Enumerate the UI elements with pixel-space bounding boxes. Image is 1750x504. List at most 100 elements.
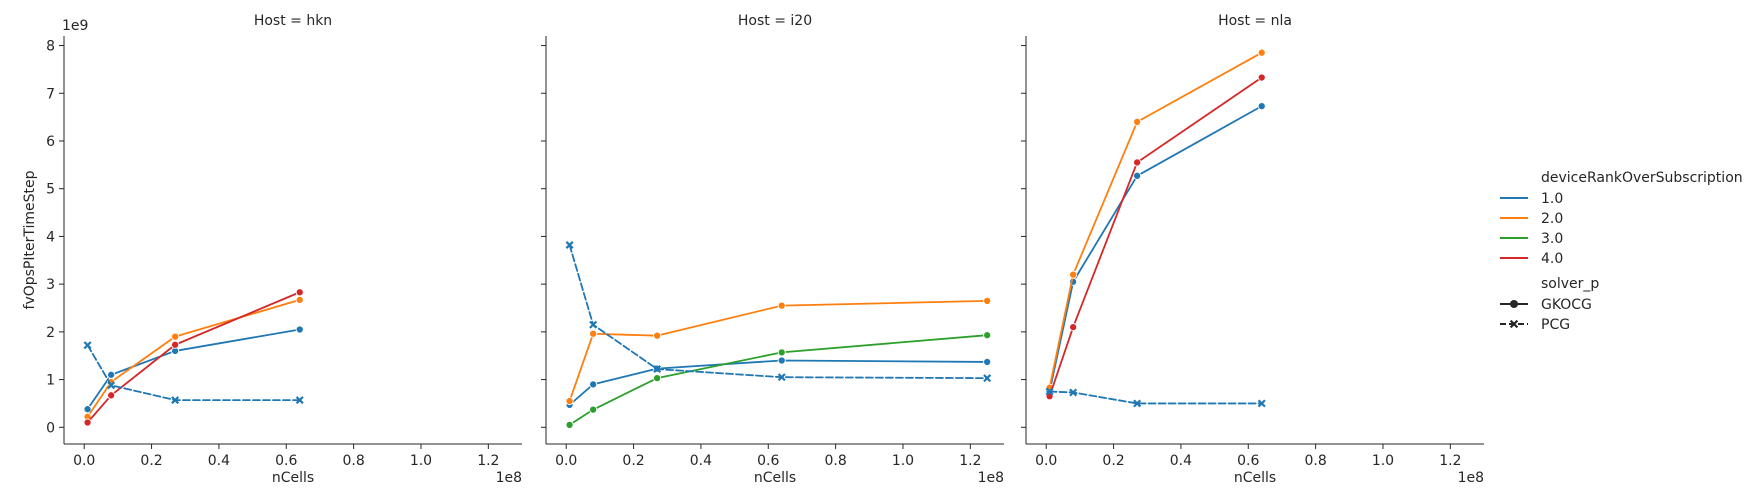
x-axis-label: nCells (1234, 470, 1276, 486)
data-point-marker (653, 331, 662, 340)
data-point-marker (1257, 73, 1266, 82)
series-line-1.0-GKOCG (86, 328, 301, 411)
x-tick-label: 1.2 (1439, 453, 1461, 469)
y-tick-label: 2 (46, 325, 55, 341)
series-line-1.0-GKOCG (568, 359, 989, 406)
x-tick-label: 0.0 (73, 453, 95, 469)
x-offset-label: 1e8 (978, 470, 1004, 486)
data-point-marker (589, 405, 598, 414)
x-tick-label: 1.2 (477, 453, 499, 469)
x-tick-label: 1.2 (959, 453, 981, 469)
data-point-marker (1257, 48, 1266, 57)
y-tick-label: 6 (46, 134, 55, 150)
x-tick-label: 0.0 (1035, 453, 1057, 469)
data-point-marker (1069, 270, 1078, 279)
data-point-marker-x (565, 241, 574, 249)
data-point-marker (777, 301, 786, 310)
data-point-marker (777, 348, 786, 357)
x-tick-label: 1.0 (1372, 453, 1394, 469)
legend-item-4.0: 4.0 (1541, 251, 1563, 267)
data-point-marker (1133, 158, 1142, 167)
panel-0: Host = hkn 0.0 0.2 0.4 0.6 0.8 1.0 1.2 0 1 2 3 4 5 6 7 8… (22, 13, 522, 486)
x-axis-label: nCells (754, 470, 796, 486)
x-tick-label: 0.8 (342, 453, 364, 469)
panel-title: Host = nla (1218, 13, 1292, 29)
panel-1: Host = i20 0.0 0.2 0.4 0.6 0.8 1.0 1.2 nCells 1e8 (541, 13, 1004, 486)
data-point-marker (589, 329, 598, 338)
series-line-4.0-GKOCG (86, 291, 301, 424)
x-tick-label: 0.2 (1102, 453, 1124, 469)
data-point-marker (589, 380, 598, 389)
data-point-marker (653, 374, 662, 383)
data-point-marker-x (1257, 399, 1266, 408)
data-point-marker (295, 325, 304, 334)
y-tick-label: 1 (46, 373, 55, 389)
legend-item-1.0: 1.0 (1541, 191, 1563, 207)
data-point-marker (107, 370, 116, 379)
data-point-marker (295, 295, 304, 304)
x-axis-label: nCells (272, 470, 314, 486)
x-offset-label: 1e8 (1458, 470, 1484, 486)
data-point-marker-x (1133, 399, 1142, 408)
x-tick-label: 1.0 (892, 453, 914, 469)
y-tick-label: 7 (46, 86, 55, 102)
panel-2: Host = nla 0.0 0.2 0.4 0.6 0.8 1.0 1.2 nCells 1e8 (1021, 13, 1484, 486)
legend-style-item-GKOCG: GKOCG (1541, 297, 1592, 313)
series-line-2.0-GKOCG (1048, 51, 1263, 389)
data-point-marker (171, 340, 180, 349)
series-line-1.0-PCG (568, 244, 989, 380)
data-point-marker-x (107, 381, 116, 390)
data-point-marker-x (589, 320, 598, 329)
data-point-marker-x (83, 341, 92, 350)
data-point-marker-x (777, 373, 786, 382)
data-point-marker (1133, 171, 1142, 180)
data-point-marker (983, 357, 992, 366)
data-point-marker (295, 288, 304, 297)
data-point-marker (1133, 117, 1142, 126)
data-point-marker (83, 418, 92, 427)
x-tick-label: 0.8 (824, 453, 846, 469)
data-point-marker-x (171, 396, 180, 405)
data-point-marker (107, 391, 116, 400)
legend-hue-title: deviceRankOverSubscription (1541, 170, 1743, 186)
series-line-1.0-GKOCG (1048, 105, 1263, 393)
x-tick-label: 0.6 (757, 453, 779, 469)
data-point-marker (1069, 323, 1078, 332)
x-tick-label: 1.0 (410, 453, 432, 469)
y-offset-label: 1e9 (62, 18, 88, 34)
y-tick-label: 4 (46, 229, 55, 245)
x-tick-label: 0.6 (275, 453, 297, 469)
data-point-marker-x (1069, 388, 1078, 397)
x-tick-label: 0.4 (208, 453, 230, 469)
data-point-marker-x (653, 365, 662, 374)
series-line-1.0-PCG (1048, 390, 1263, 405)
legend-item-2.0: 2.0 (1541, 211, 1563, 227)
data-point-marker-x (983, 374, 992, 383)
legend-style-marker-PCG (1509, 319, 1519, 329)
x-tick-label: 0.0 (555, 453, 577, 469)
x-offset-label: 1e8 (496, 470, 522, 486)
data-point-marker (1257, 102, 1266, 111)
data-point-marker (565, 420, 574, 429)
data-point-marker (171, 332, 180, 341)
x-tick-label: 0.4 (1170, 453, 1192, 469)
data-point-marker-x (1045, 387, 1054, 396)
x-tick-label: 0.4 (690, 453, 712, 469)
y-tick-label: 8 (46, 39, 55, 55)
data-point-marker (983, 296, 992, 305)
data-point-marker (565, 397, 574, 406)
x-tick-label: 0.6 (1237, 453, 1259, 469)
y-tick-label: 0 (46, 420, 55, 436)
series-line-1.0-PCG (86, 344, 301, 401)
data-point-marker-x (295, 396, 304, 405)
x-tick-label: 0.8 (1304, 453, 1326, 469)
y-tick-label: 5 (46, 182, 55, 198)
legend: deviceRankOverSubscription 1.0 2.0 3.0 4.0 so… (1500, 170, 1743, 333)
panel-title: Host = i20 (738, 13, 812, 29)
legend-style-title: solver_p (1541, 276, 1599, 292)
data-point-marker (983, 331, 992, 340)
y-axis-label: fvOpsPIterTimeStep (22, 170, 38, 309)
data-point-marker (777, 356, 786, 365)
legend-style-item-PCG: PCG (1541, 317, 1570, 333)
